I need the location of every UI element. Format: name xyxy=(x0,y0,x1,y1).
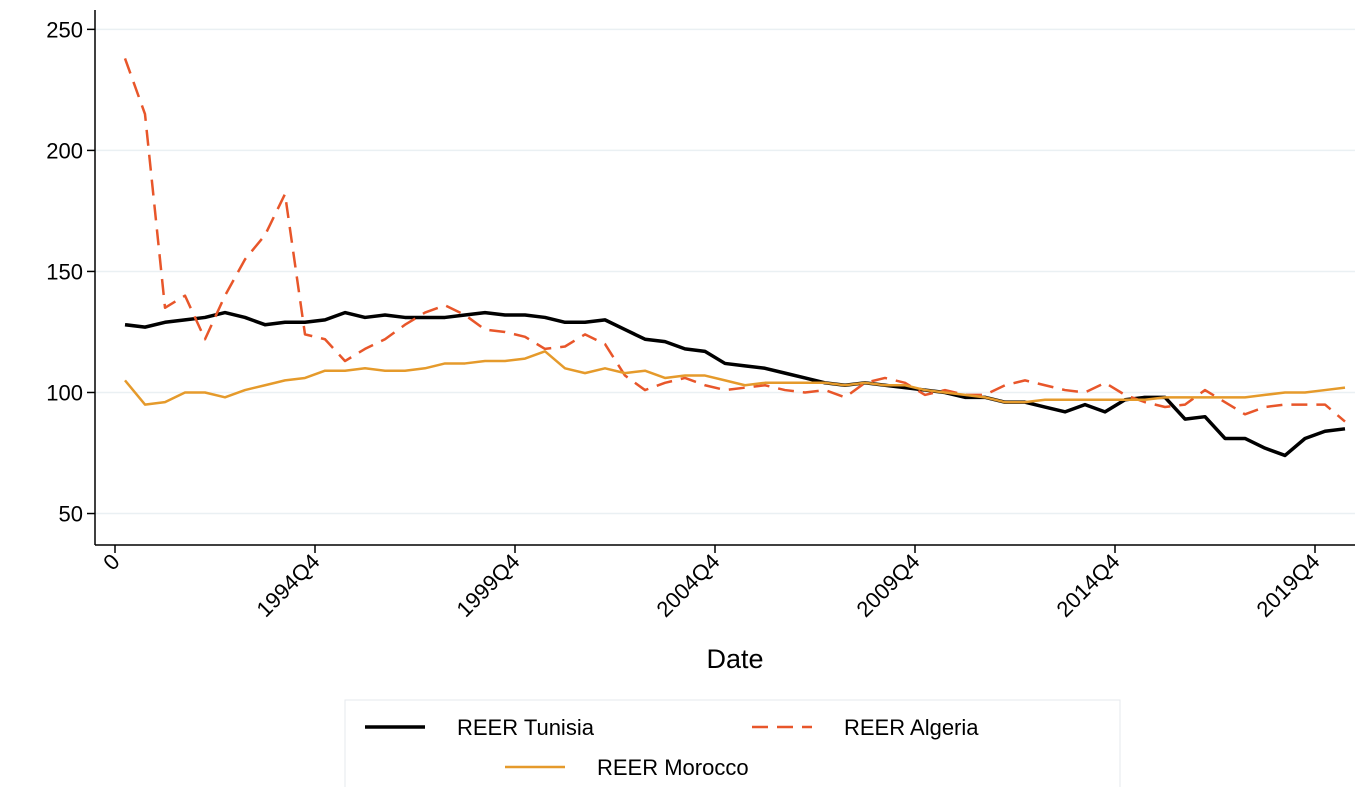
series-line xyxy=(124,350,1346,406)
legend-box xyxy=(344,699,1121,792)
y-tick-label: 200 xyxy=(46,138,83,163)
y-tick-label: 150 xyxy=(46,259,83,284)
y-tick-label: 100 xyxy=(46,380,83,405)
y-tick-label: 50 xyxy=(59,502,83,527)
series-line xyxy=(124,310,1346,458)
y-tick-label: 250 xyxy=(46,17,83,42)
x-axis-title: Date xyxy=(706,644,763,674)
legend-label: REER Tunisia xyxy=(457,715,595,740)
legend-label: REER Morocco xyxy=(597,755,749,780)
legend-label: REER Algeria xyxy=(844,715,979,740)
